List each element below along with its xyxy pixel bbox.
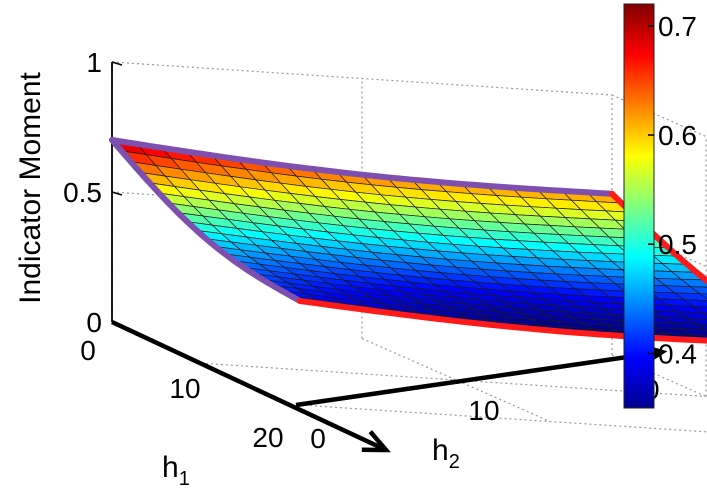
x-axis-label: h1	[162, 451, 190, 490]
colorbar-tick-label: 0.7	[658, 11, 697, 42]
y-axis-label-base: h	[432, 434, 449, 467]
z-tick-label: 1	[86, 47, 102, 78]
colorbar-tick-label: 0.4	[658, 338, 697, 369]
z-tick-label: 0	[86, 307, 102, 338]
h1-tick-label: 10	[169, 373, 200, 404]
colorbar-tick-label: 0.6	[658, 120, 697, 151]
edge-h1-max	[297, 298, 707, 344]
surface-cell	[701, 312, 707, 316]
z-tick-mark	[111, 61, 123, 66]
colorbar-tick-label: 0.5	[658, 229, 697, 260]
h1-axis-arrow	[111, 319, 387, 453]
h2-tick-label: 0	[310, 423, 326, 454]
y-axis-label-sub: 2	[449, 451, 460, 473]
z-axis-label: Indicator Moment	[14, 71, 47, 303]
h2-axis-arrow	[295, 349, 663, 408]
y-axis-label: h2	[432, 434, 460, 473]
tick-labels: 00.510102001020	[63, 47, 660, 454]
grid-line-backwall-h	[111, 61, 613, 96]
colorbar	[623, 3, 655, 409]
edge-h2-zero	[109, 137, 303, 304]
x-axis-label-base: h	[162, 451, 179, 484]
h1-tick-label: 20	[252, 422, 283, 453]
x-axis-label-sub: 1	[179, 468, 190, 490]
grid-line-floor	[299, 404, 707, 433]
z-tick-mark	[111, 191, 123, 196]
colorbar-gradient	[623, 3, 655, 409]
h2-tick-label: 10	[468, 395, 499, 426]
colorbar-ticks: 0.4 0.5 0.6 0.7	[648, 11, 697, 369]
z-tick-mark	[111, 321, 123, 326]
h1-tick-label: 0	[80, 335, 96, 366]
edge-h1-zero	[109, 137, 615, 197]
h1-axis-arrow-head	[361, 430, 391, 453]
grid-line-floor	[361, 337, 551, 423]
z-tick-label: 0.5	[63, 177, 102, 208]
